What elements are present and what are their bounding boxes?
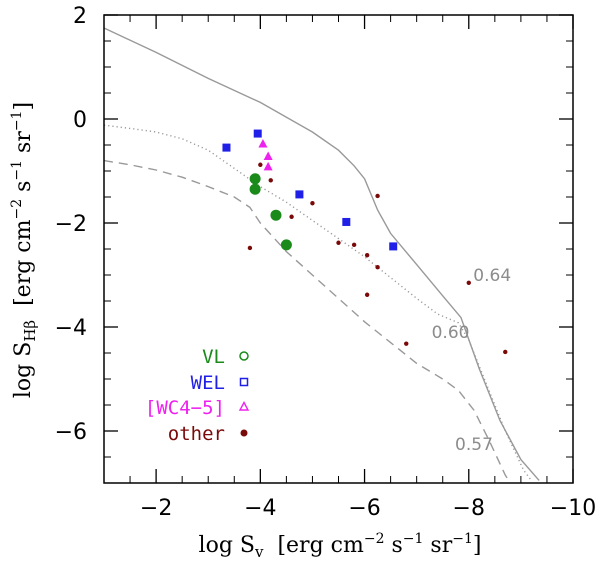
legend-marker-wel: [239, 377, 249, 387]
curve-label: 0.60: [432, 323, 470, 343]
point-other: [364, 292, 370, 297]
legend-label-wc: [WC4−5]: [145, 397, 225, 419]
point-vl: [270, 209, 282, 221]
point-other: [289, 214, 294, 219]
point-other: [268, 178, 273, 183]
point-wel: [253, 129, 262, 138]
plot-frame: [103, 14, 574, 484]
point-wel: [342, 217, 351, 226]
point-vl: [280, 239, 292, 251]
point-wc: [263, 151, 273, 160]
legend-label-vl: VL: [202, 346, 225, 368]
curve-dotted-1: [103, 124, 532, 481]
x-axis-title: log Sv [erg cm−2 s−1 sr−1]: [199, 531, 482, 561]
legend-marker-vl: [239, 351, 249, 361]
legend-marker-other: [240, 429, 248, 437]
model-curves: [103, 27, 540, 484]
curve-labels: 0.64 0.60 0.57: [432, 266, 512, 455]
point-other: [466, 280, 471, 285]
point-other: [310, 201, 315, 206]
legend-label-other: other: [168, 423, 225, 445]
x-tick-label: −6: [348, 496, 380, 521]
point-other: [375, 193, 380, 199]
y-tick-label: −2: [55, 212, 87, 237]
y-tick-label: −4: [55, 316, 87, 341]
legend: VL WEL [WC4−5] other: [145, 346, 250, 445]
point-wc: [258, 138, 268, 148]
curve-label: 0.57: [455, 435, 493, 455]
point-wel: [389, 242, 398, 251]
legend-label-wel: WEL: [191, 372, 225, 394]
x-tick-label: −4: [244, 496, 276, 521]
point-wel: [222, 143, 231, 152]
curve-solid-0: [103, 27, 540, 481]
y-tick-label: −6: [55, 420, 87, 445]
point-other: [364, 253, 370, 258]
point-other: [375, 265, 380, 270]
axis-ticks: −2 −4 −6 −8 −10 2 0 −2 −4 −6: [55, 4, 597, 521]
point-vl: [249, 173, 261, 185]
y-tick-label: 2: [73, 4, 87, 29]
point-wc: [263, 161, 273, 171]
data-points: [222, 129, 508, 355]
y-axis-title: log SHβ[erg cm−2 s−1 sr−1]: [9, 102, 39, 398]
point-other: [336, 240, 341, 245]
x-tick-label: −2: [140, 496, 172, 521]
point-vl: [249, 183, 261, 195]
x-tick-label: −10: [550, 496, 596, 521]
y-tick-label: 0: [73, 108, 87, 133]
x-tick-label: −8: [453, 496, 485, 521]
point-other: [404, 341, 409, 346]
legend-marker-wc: [238, 401, 250, 411]
curve-label: 0.64: [473, 266, 511, 286]
point-other: [258, 162, 263, 167]
point-other: [503, 349, 508, 355]
point-other: [351, 242, 357, 248]
point-other: [247, 245, 253, 251]
point-wel: [295, 190, 304, 199]
curve-dashed-2: [103, 159, 512, 484]
